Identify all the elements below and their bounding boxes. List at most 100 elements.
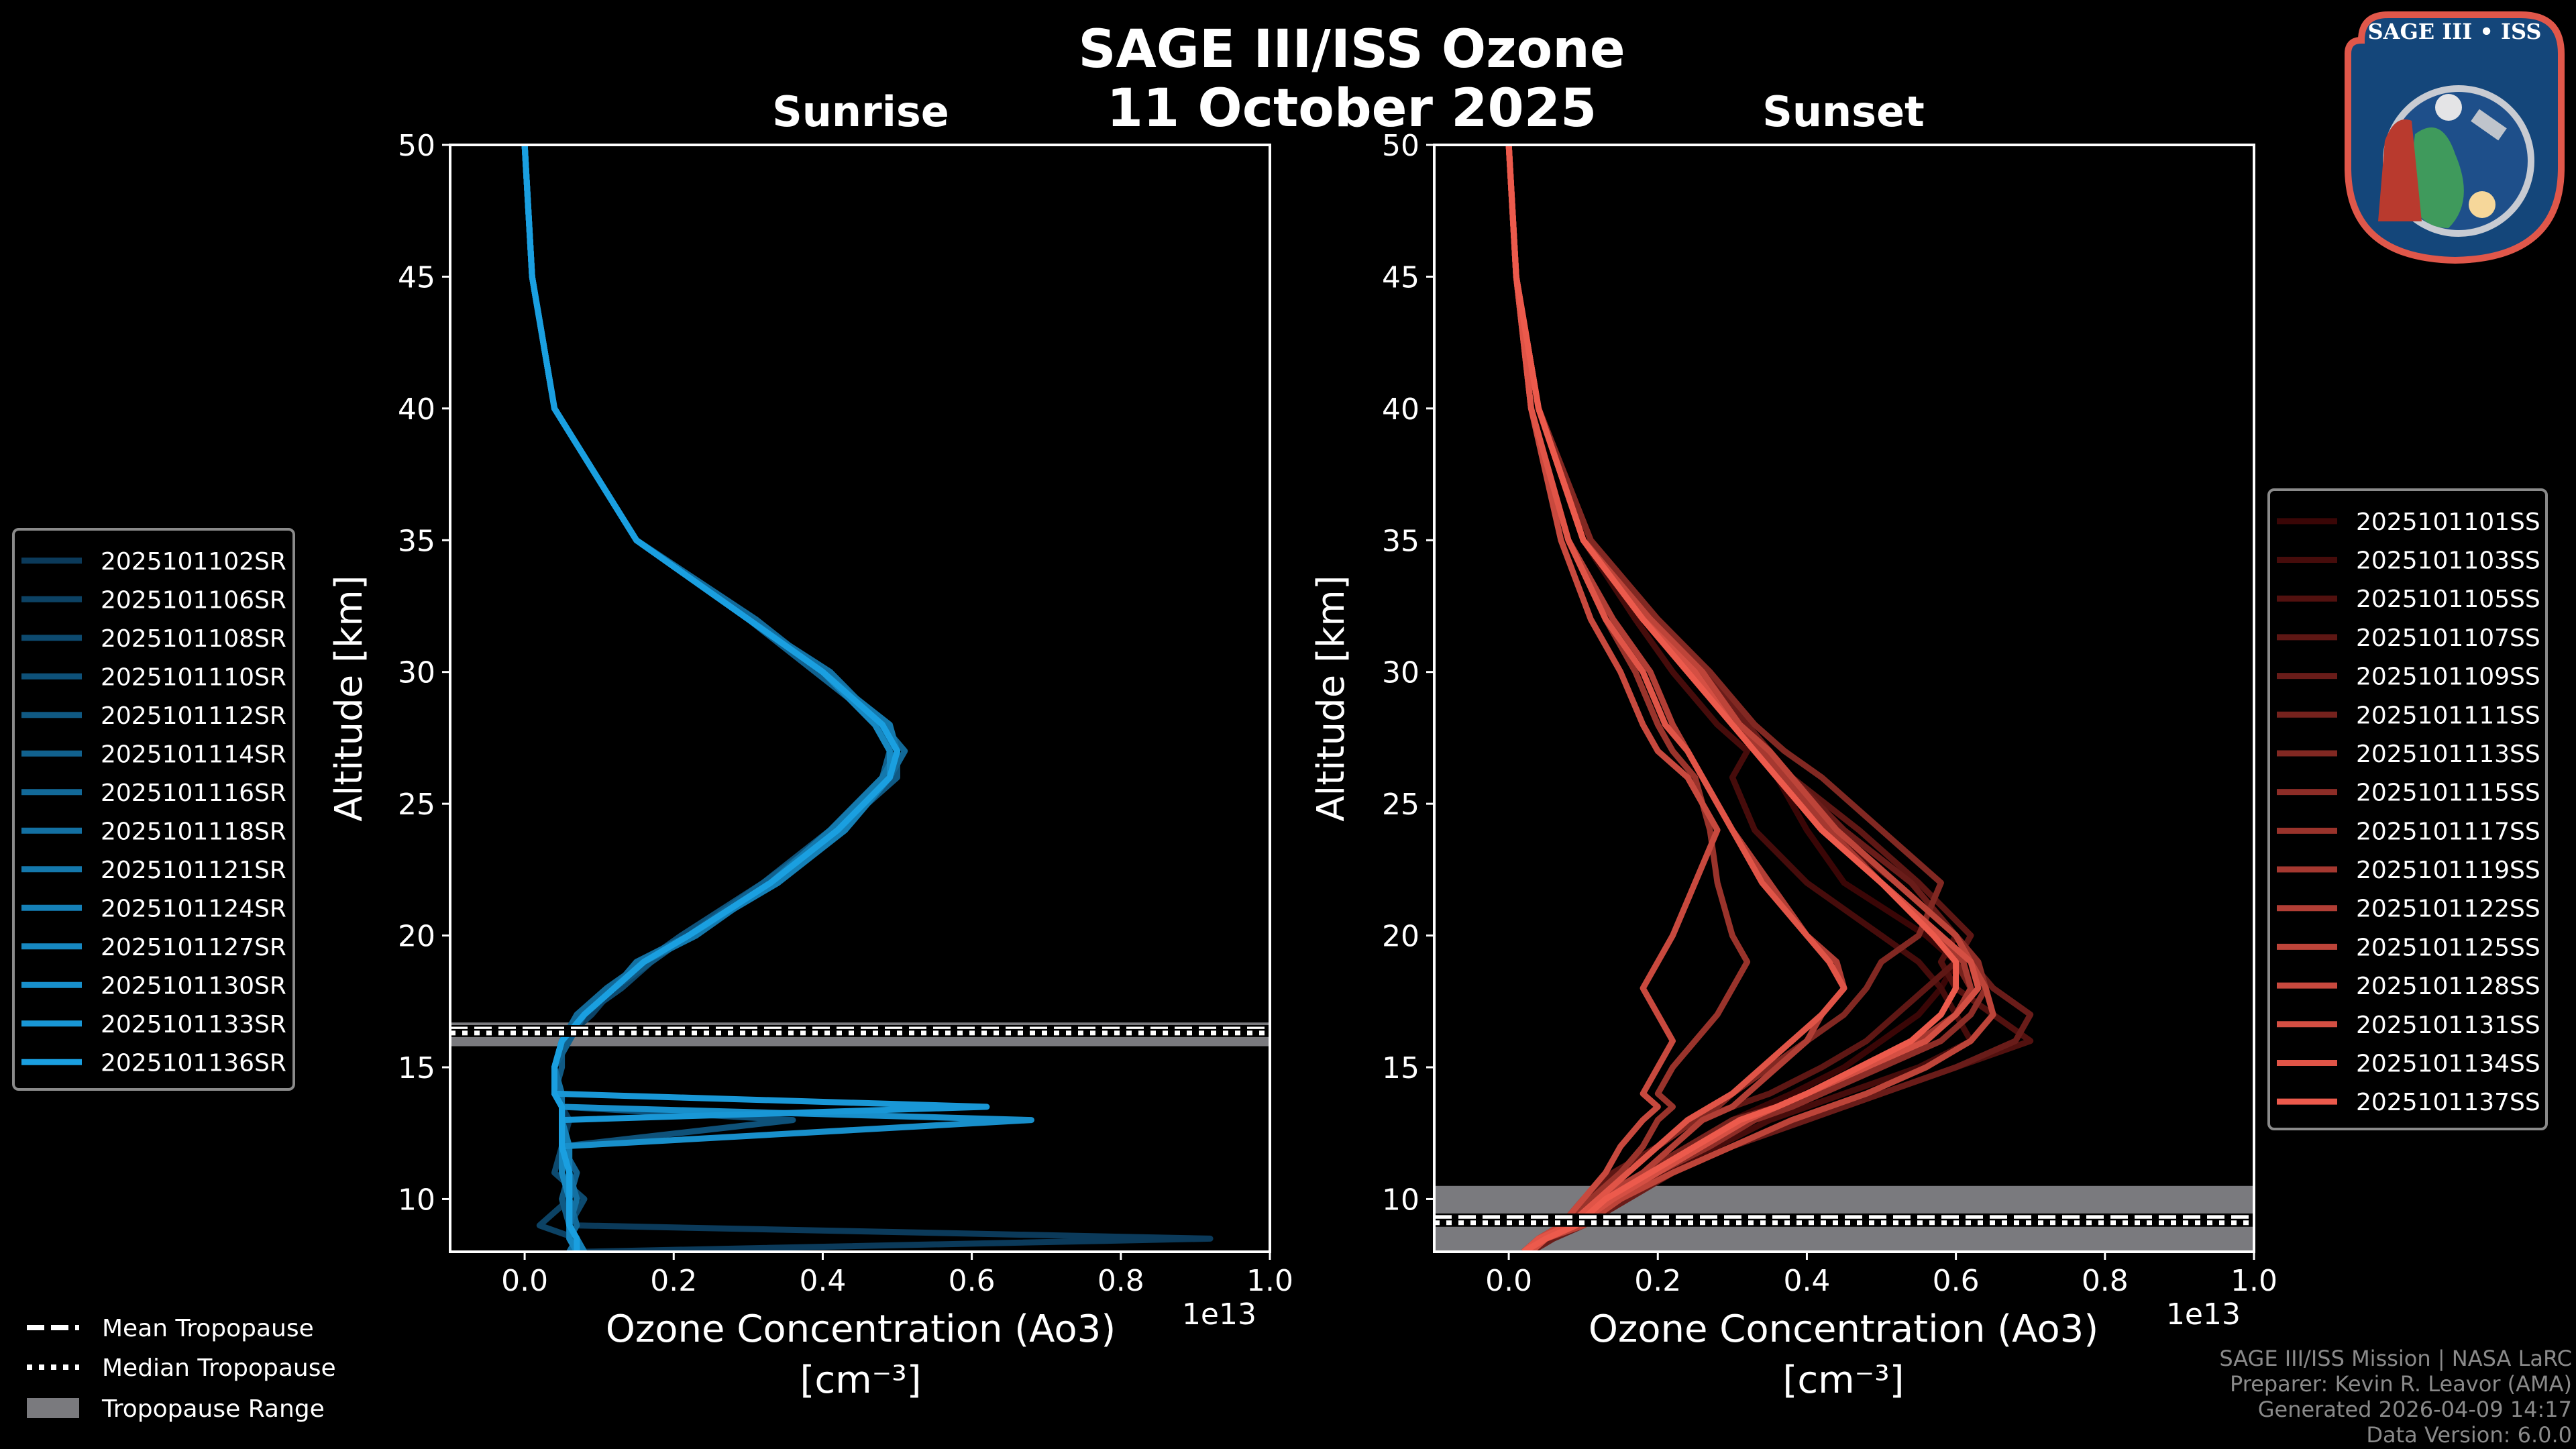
legend-label: 2025101112SR [101, 702, 286, 730]
y-tick-label: 25 [398, 788, 435, 822]
legend-label: 2025101130SR [101, 972, 286, 1000]
legend-label: 2025101101SS [2356, 508, 2540, 536]
sun-icon [2469, 191, 2496, 218]
series-legend: 2025101101SS 2025101103SS 2025101105SS 2025… [2267, 488, 2548, 1130]
legend-label: 2025101106SR [101, 586, 286, 614]
x-tick-label: 0.0 [501, 1264, 548, 1298]
legend-label: 2025101122SS [2356, 896, 2540, 923]
legend-label: 2025101128SS [2356, 973, 2540, 1000]
footer-version: Data Version: 6.0.0 [2366, 1422, 2572, 1448]
tropopause-legend: Mean Tropopause Median Tropopause Tropop… [27, 1315, 336, 1423]
legend-label: 2025101109SS [2356, 663, 2540, 691]
y-tick-label: 30 [398, 656, 435, 690]
x-tick-label: 0.0 [1485, 1264, 1532, 1298]
plot-content [1434, 145, 2254, 1252]
moon-icon [2435, 94, 2462, 121]
legend-label: 2025101114SR [101, 741, 286, 768]
x-axis-label: Ozone Concentration (Ao3) [1589, 1307, 2098, 1351]
y-axis-label: Altitude [km] [1309, 575, 1353, 821]
legend-label: 2025101119SS [2356, 857, 2540, 884]
plot-content [450, 145, 1270, 1252]
y-tick-label: 50 [1382, 129, 1419, 163]
legend-label: 2025101102SR [101, 548, 286, 576]
tropopause-range-swatch [27, 1398, 79, 1418]
panel-title: Sunrise [772, 87, 949, 136]
profile-line-2025101134SS [1505, 145, 1847, 1252]
y-tick-label: 10 [398, 1183, 435, 1217]
legend-label: 2025101118SR [101, 818, 286, 845]
footer-generated: Generated 2026-04-09 14:17 [2258, 1397, 2572, 1422]
sage-iii-iss-mission-logo: SAGE III • ISS [2345, 11, 2565, 264]
y-tick-label: 35 [1382, 524, 1419, 558]
x-tick-label: 0.6 [949, 1264, 996, 1298]
footer-preparer: Preparer: Kevin R. Leavor (AMA) [2230, 1371, 2572, 1397]
panel-title: Sunset [1762, 87, 1925, 136]
legend-label: 2025101121SR [101, 857, 286, 884]
y-tick-label: 20 [1382, 920, 1419, 954]
x-axis-unit: [cm⁻³] [1782, 1358, 1904, 1402]
legend-label: 2025101134SS [2356, 1050, 2540, 1077]
legend-label: 2025101131SS [2356, 1012, 2540, 1039]
x-axis-unit: [cm⁻³] [800, 1358, 921, 1402]
x-axis-label: Ozone Concentration (Ao3) [606, 1307, 1116, 1351]
x-offset-label: 1e13 [2166, 1297, 2241, 1332]
figure-title-line1: SAGE III/ISS Ozone [1078, 19, 1625, 80]
mean-tropopause-label: Mean Tropopause [102, 1315, 314, 1342]
x-tick-label: 0.2 [650, 1264, 697, 1298]
legend-label: 2025101110SR [101, 663, 286, 691]
y-tick-label: 50 [398, 129, 435, 163]
x-tick-label: 0.8 [2082, 1264, 2129, 1298]
legend-label: 2025101125SS [2356, 934, 2540, 961]
legend-box [2267, 488, 2548, 1130]
x-tick-label: 1.0 [2231, 1264, 2277, 1298]
tropopause-range-label: Tropopause Range [101, 1395, 325, 1423]
legend-label: 2025101116SR [101, 780, 286, 807]
y-tick-label: 30 [1382, 656, 1419, 690]
axes-frame [449, 144, 1271, 1253]
footer-mission: SAGE III/ISS Mission | NASA LaRC [2219, 1346, 2572, 1371]
figure-title-line2: 11 October 2025 [1107, 78, 1597, 139]
legend-label: 2025101115SS [2356, 780, 2540, 807]
logo-title: SAGE III • ISS [2368, 19, 2542, 44]
y-tick-label: 40 [1382, 392, 1419, 427]
credits-footer: SAGE III/ISS Mission | NASA LaRC Prepare… [2219, 1346, 2572, 1448]
y-tick-label: 15 [1382, 1051, 1419, 1085]
y-tick-label: 10 [1382, 1183, 1419, 1217]
x-tick-label: 0.2 [1634, 1264, 1681, 1298]
y-tick-label: 35 [398, 524, 435, 558]
y-tick-label: 20 [398, 920, 435, 954]
y-tick-label: 40 [398, 392, 435, 427]
legend-label: 2025101111SS [2356, 702, 2540, 729]
y-tick-label: 15 [398, 1051, 435, 1085]
legend-label: 2025101103SS [2356, 547, 2540, 575]
axes-frame [1433, 144, 2255, 1253]
iss-icon [2471, 109, 2507, 141]
sunset-panel: 0.0 0.2 0.4 0.6 0.8 1.0 10 15 20 25 30 35 40 45 50 1e13… [1309, 87, 2548, 1402]
legend-box [12, 528, 295, 1091]
y-tick-label: 45 [398, 260, 435, 294]
series-legend: 2025101102SR 2025101106SR 2025101108SR 2025… [12, 528, 295, 1091]
legend-label: 2025101127SR [101, 934, 286, 961]
legend-label: 2025101105SS [2356, 586, 2540, 613]
legend-label: 2025101117SS [2356, 818, 2540, 845]
y-axis-label: Altitude [km] [327, 575, 371, 821]
legend-label: 2025101108SR [101, 625, 286, 653]
y-tick-label: 45 [1382, 260, 1419, 294]
legend-label: 2025101133SR [101, 1011, 286, 1038]
x-tick-label: 0.6 [1933, 1264, 1980, 1298]
profile-line-2025101136SR [521, 145, 900, 1252]
y-tick-label: 25 [1382, 788, 1419, 822]
legend-label: 2025101136SR [101, 1049, 286, 1077]
profile-line-2025101125SS [1505, 145, 1996, 1252]
x-tick-label: 0.4 [1783, 1264, 1830, 1298]
x-tick-label: 0.8 [1097, 1264, 1144, 1298]
x-offset-label: 1e13 [1182, 1297, 1256, 1332]
x-tick-label: 0.4 [799, 1264, 846, 1298]
profile-line-2025101122SS [1505, 145, 1847, 1252]
legend-label: 2025101113SS [2356, 741, 2540, 768]
legend-label: 2025101137SS [2356, 1089, 2540, 1116]
profile-line-2025101128SS [1505, 145, 1721, 1252]
sunrise-panel: 0.0 0.2 0.4 0.6 0.8 1.0 10 15 20 25 30 35 40 45 50 1e13… [12, 87, 1293, 1402]
legend-label: 2025101107SS [2356, 625, 2540, 652]
